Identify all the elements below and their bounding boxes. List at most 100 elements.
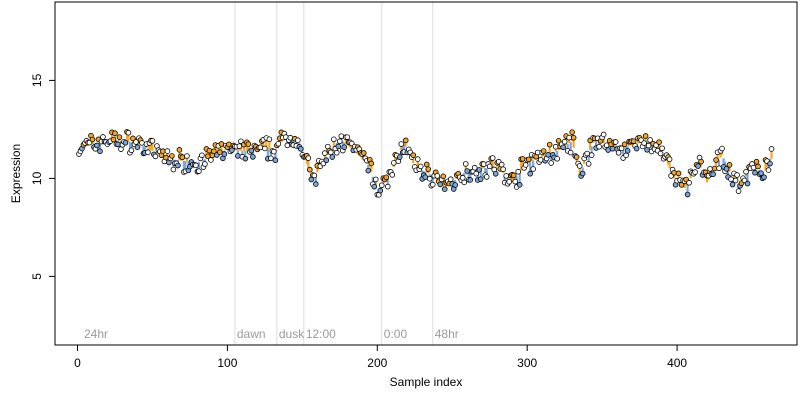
data-point (275, 141, 282, 147)
phase-lines (234, 2, 434, 345)
data-point (519, 156, 526, 162)
data-point (447, 176, 454, 183)
data-point (515, 168, 521, 175)
data-point (170, 166, 177, 173)
phase-label: 48hr (435, 327, 459, 341)
data-point (726, 162, 733, 168)
data-point (467, 177, 474, 183)
data-point (307, 166, 313, 173)
data-point (125, 129, 132, 136)
data-point (477, 176, 484, 182)
data-point (377, 187, 384, 194)
data-point (768, 146, 775, 152)
data-point (603, 142, 610, 149)
data-point (452, 182, 459, 188)
data-point (152, 153, 159, 160)
data-point (560, 144, 566, 151)
data-point (498, 161, 505, 168)
data-point (767, 160, 773, 167)
data-point (605, 147, 611, 153)
data-point (555, 138, 562, 144)
data-point (618, 145, 625, 152)
data-point (196, 168, 202, 174)
data-point (226, 141, 232, 148)
data-point (94, 142, 100, 149)
data-point (615, 149, 622, 156)
y-tick-label: 15 (30, 73, 44, 87)
phase-label: 24hr (84, 327, 108, 341)
y-tick-label: 10 (30, 171, 44, 185)
phase-label: 0:00 (384, 327, 408, 341)
data-point (537, 157, 544, 163)
data-point (707, 166, 713, 172)
data-point (546, 141, 553, 148)
data-point (657, 150, 664, 157)
data-point (417, 163, 424, 170)
data-point (248, 147, 255, 154)
data-point (765, 167, 772, 173)
data-point (554, 156, 560, 162)
data-point (410, 152, 417, 158)
data-point (334, 149, 340, 156)
data-point (371, 183, 378, 190)
data-point (426, 175, 433, 182)
data-point (492, 170, 499, 177)
data-point (461, 179, 468, 186)
data-point (695, 163, 701, 169)
data-point (719, 145, 725, 152)
data-point (202, 161, 208, 167)
data-point (160, 148, 166, 154)
data-point (414, 156, 421, 162)
data-point (272, 157, 279, 164)
data-point (331, 136, 337, 143)
data-point (486, 163, 493, 170)
data-point (329, 154, 336, 160)
data-point (423, 161, 430, 168)
data-point (512, 178, 518, 185)
data-point (441, 186, 448, 192)
data-point (298, 146, 304, 152)
data-point (645, 142, 652, 149)
data-point (585, 161, 592, 167)
data-point (368, 160, 375, 167)
data-point (328, 149, 334, 156)
x-axis: 0 100 200 300 400 (74, 345, 687, 370)
data-point (313, 181, 319, 187)
data-point (579, 170, 586, 177)
x-tick-label: 200 (367, 356, 387, 370)
data-point (584, 150, 590, 157)
data-point (545, 152, 551, 158)
data-point (600, 131, 607, 138)
data-point (440, 173, 447, 180)
data-point (753, 158, 760, 165)
data-point (758, 170, 764, 176)
data-point (437, 181, 444, 188)
data-point (130, 135, 136, 142)
data-point (744, 180, 751, 187)
data-point (567, 149, 574, 156)
data-point (483, 174, 490, 180)
data-point (588, 152, 595, 158)
data-point (633, 145, 640, 152)
data-point (692, 169, 698, 175)
data-point (169, 153, 175, 159)
data-point (476, 167, 483, 173)
data-point (176, 147, 183, 153)
data-point (396, 154, 403, 160)
data-point (522, 162, 529, 168)
data-point (164, 148, 171, 154)
data-point (337, 138, 343, 145)
data-point (257, 144, 264, 151)
data-point (464, 168, 471, 174)
data-point (576, 163, 583, 169)
data-point (621, 141, 628, 148)
data-point (761, 174, 767, 181)
data-point (473, 170, 480, 177)
data-point (322, 150, 328, 156)
data-point (372, 176, 379, 183)
phase-label: 12:00 (306, 327, 336, 341)
data-point (139, 140, 145, 146)
data-point (743, 168, 749, 175)
data-point (729, 181, 736, 188)
data-point (570, 134, 577, 141)
